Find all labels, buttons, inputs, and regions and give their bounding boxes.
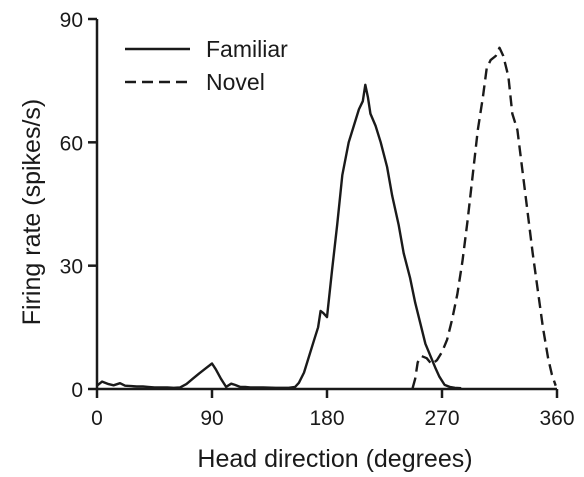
x-tick-label: 0 <box>91 407 103 430</box>
legend-label-familiar: Familiar <box>206 36 288 62</box>
y-axis-ticks: 0 30 60 90 <box>60 9 97 402</box>
y-tick-label: 90 <box>60 9 83 32</box>
y-tick-label: 0 <box>71 379 83 402</box>
y-tick-label: 30 <box>60 256 83 279</box>
x-tick-label: 180 <box>309 407 344 430</box>
plot-area <box>96 46 557 390</box>
x-tick-label: 270 <box>424 407 459 430</box>
series-line-familiar <box>96 83 462 390</box>
x-axis-label: Head direction (degrees) <box>197 445 472 473</box>
legend: Familiar Novel <box>125 36 288 95</box>
y-tick-label: 60 <box>60 132 83 155</box>
y-axis-label: Firing rate (spikes/s) <box>18 99 46 325</box>
legend-label-novel: Novel <box>206 69 265 95</box>
x-tick-label: 90 <box>200 407 223 430</box>
series-line-novel <box>411 46 557 389</box>
axes <box>95 19 557 391</box>
x-axis-ticks: 0 90 180 270 360 <box>91 389 575 430</box>
x-tick-label: 360 <box>539 407 574 430</box>
